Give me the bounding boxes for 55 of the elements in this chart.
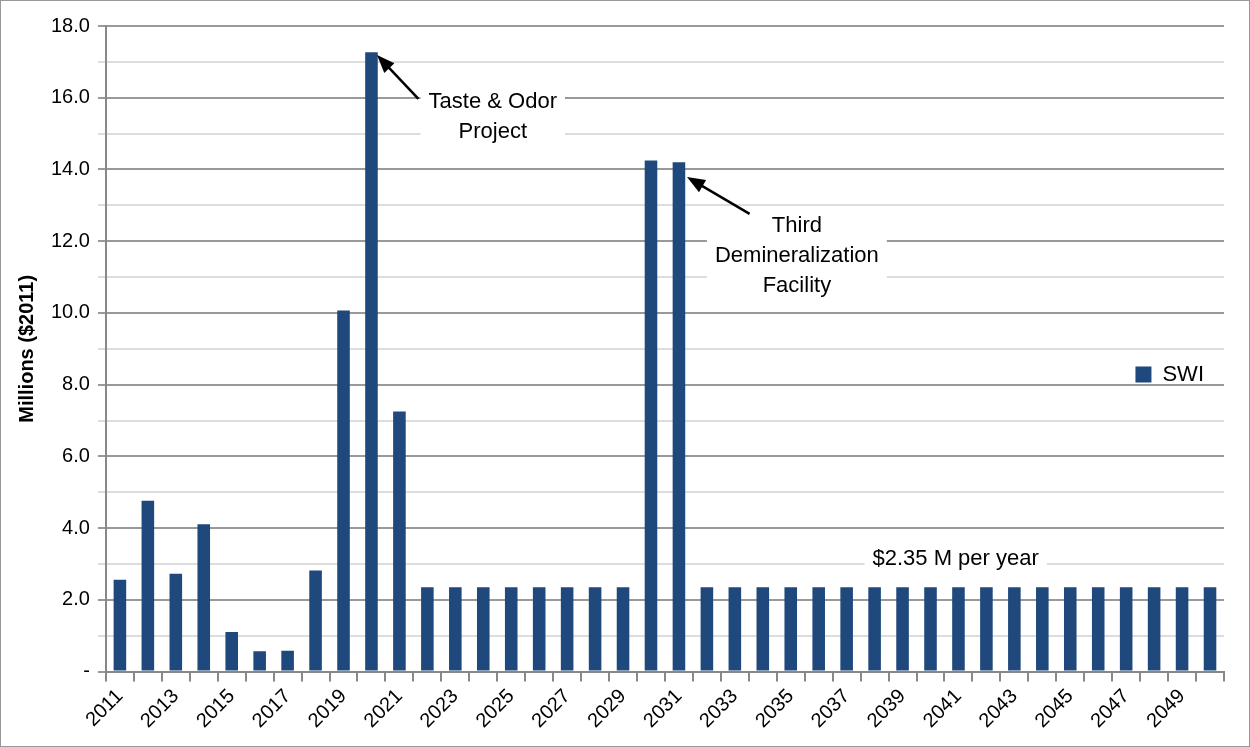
bar [700,587,714,671]
bar [896,587,909,671]
bar [672,162,686,671]
bar [504,587,518,671]
bar [476,587,490,671]
bar [337,310,350,671]
bar [393,411,406,671]
y-tick-label: 8.0 [62,372,90,395]
bar [1119,587,1133,671]
y-tick-label: 16.0 [50,85,90,108]
bar [141,500,155,671]
annotation: Third Demineralization Facility [714,211,879,297]
bar [281,650,294,671]
y-axis-title: Millions ($2011) [14,274,37,423]
bar [1091,587,1105,671]
annotation: $2.35 M per year [872,544,1039,570]
y-tick-label: 2.0 [62,587,90,610]
bar [1147,587,1161,671]
bar [644,160,658,671]
bar [253,651,266,671]
y-tick-label: 12.0 [50,228,90,251]
bar [532,587,546,671]
annotation: Taste & Odor Project [428,88,557,144]
bar [588,587,602,671]
y-tick-label: 6.0 [62,443,90,466]
y-tick-label: - [83,659,90,682]
y-tick-label: 18.0 [50,13,90,36]
bar [1008,587,1021,671]
bar [840,587,853,671]
bar [225,632,238,671]
legend-label: SWI [1162,360,1205,386]
bar [1063,587,1077,671]
bar [812,587,825,671]
bar [560,587,574,671]
bar [113,579,127,671]
y-tick-label: 14.0 [50,156,90,179]
bar [868,587,881,671]
bar [728,587,742,671]
bar [784,587,798,671]
bar [449,587,462,671]
y-tick-label: 4.0 [62,515,90,538]
bar [952,587,965,671]
bar [169,573,183,671]
bar [365,52,378,671]
bar [980,587,993,671]
bar [197,524,211,671]
bar [1175,587,1189,671]
bar [756,587,770,671]
bar [309,570,322,671]
bar [1036,587,1049,671]
bar [616,587,630,671]
bar [924,587,937,671]
bar [1203,587,1217,671]
y-tick-label: 10.0 [50,300,90,323]
bar [421,587,434,671]
